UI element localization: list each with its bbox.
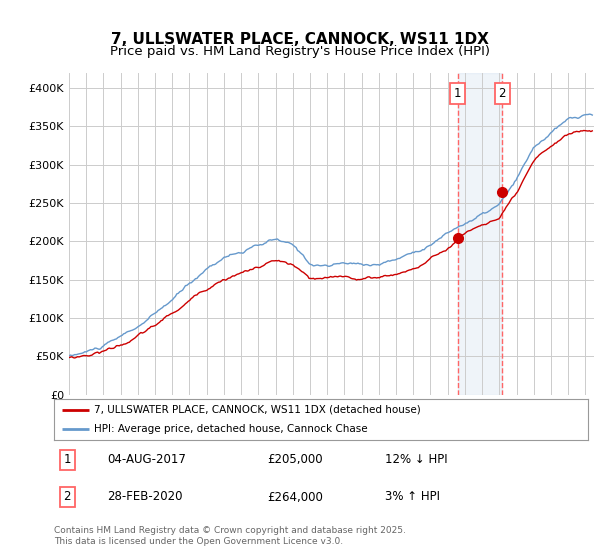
Text: £264,000: £264,000 [268,491,323,503]
Text: 04-AUG-2017: 04-AUG-2017 [107,454,186,466]
Text: £205,000: £205,000 [268,454,323,466]
Text: 7, ULLSWATER PLACE, CANNOCK, WS11 1DX: 7, ULLSWATER PLACE, CANNOCK, WS11 1DX [111,32,489,48]
Bar [458,73,502,395]
Text: 1: 1 [64,454,71,466]
Text: 12% ↓ HPI: 12% ↓ HPI [385,454,448,466]
Text: 1: 1 [454,87,461,100]
Text: Contains HM Land Registry data © Crown copyright and database right 2025.
This d: Contains HM Land Registry data © Crown c… [54,526,406,546]
Text: 28-FEB-2020: 28-FEB-2020 [107,491,183,503]
Text: 3% ↑ HPI: 3% ↑ HPI [385,491,440,503]
Text: HPI: Average price, detached house, Cannock Chase: HPI: Average price, detached house, Cann… [94,423,368,433]
Text: Price paid vs. HM Land Registry's House Price Index (HPI): Price paid vs. HM Land Registry's House … [110,45,490,58]
Text: 7, ULLSWATER PLACE, CANNOCK, WS11 1DX (detached house): 7, ULLSWATER PLACE, CANNOCK, WS11 1DX (d… [94,405,421,415]
Text: 2: 2 [64,491,71,503]
Text: 2: 2 [499,87,506,100]
